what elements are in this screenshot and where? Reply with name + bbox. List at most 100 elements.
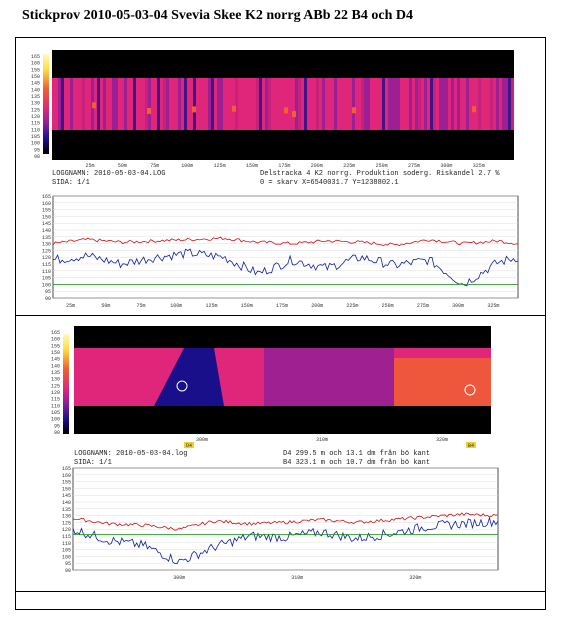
thermal-zoom-axis: 300m 310m 320m D4 B4 (184, 437, 476, 448)
b4-position-info: B4 323.1 m och 10.7 dm från bö kant (283, 459, 431, 467)
series-line (72, 512, 499, 531)
y-tick-label: 90 (45, 296, 51, 302)
thermal-edge (52, 130, 66, 152)
thermal-hot-spot (92, 102, 96, 109)
x-tick-label: 320m (409, 575, 421, 581)
axis-tick-label: 150m (246, 163, 258, 169)
y-tick-label: 145 (62, 493, 71, 499)
thermal-band (415, 78, 418, 130)
y-tick-label: 115 (42, 262, 51, 268)
scale-label: 135 (31, 94, 40, 100)
y-tick-label: 90 (65, 568, 71, 574)
y-tick-label: 115 (62, 534, 71, 540)
y-tick-label: 95 (65, 561, 71, 567)
scale-label: 135 (51, 370, 60, 376)
thermal-cool-zone (264, 348, 394, 406)
scale-label: 165 (51, 330, 60, 336)
y-tick-label: 150 (62, 486, 71, 492)
thermal-band (382, 78, 385, 130)
thermal-band (193, 78, 196, 130)
thermal-band (298, 78, 301, 130)
thermal-band (58, 78, 61, 130)
report-frame (15, 37, 546, 610)
scale-label: 140 (51, 363, 60, 369)
thermal-cold-streak (154, 348, 224, 406)
y-tick-label: 160 (62, 473, 71, 479)
thermal-band (103, 78, 106, 130)
x-tick-label: 125m (206, 303, 218, 309)
series-line (72, 516, 499, 565)
temperature-legend-bar (43, 54, 49, 154)
scale-label: 110 (31, 127, 40, 133)
x-tick-label: 250m (382, 303, 394, 309)
thermal-warm-zone (394, 358, 491, 406)
axis-tick-label: 125m (214, 163, 226, 169)
scale-label: 160 (51, 337, 60, 343)
scale-label: 90 (54, 430, 60, 436)
y-tick-label: 105 (42, 276, 51, 282)
scale-label: 90 (34, 154, 40, 160)
scale-label: 115 (51, 397, 60, 403)
scale-label: 120 (51, 390, 60, 396)
thermal-band (430, 78, 433, 130)
plot-area (52, 195, 519, 299)
y-tick-label: 100 (62, 554, 71, 560)
thermal-band (508, 78, 511, 130)
axis-tick-label: 50m (118, 163, 127, 169)
y-tick-label: 145 (42, 221, 51, 227)
axis-tick-label: 175m (278, 163, 290, 169)
y-tick-label: 160 (42, 201, 51, 207)
thermal-band (451, 78, 454, 130)
thermal-band (409, 78, 412, 130)
thermal-band (466, 78, 469, 130)
thermal-band (433, 78, 436, 130)
x-tick-label: 50m (101, 303, 110, 309)
thermal-band (445, 78, 448, 130)
thermal-band (208, 78, 211, 130)
scale-label: 95 (54, 423, 60, 429)
y-tick-label: 95 (45, 289, 51, 295)
temperature-scale: 1651601551501451401351301251201151101051… (31, 54, 40, 160)
thermal-image-strip (52, 50, 514, 160)
thermal-band (61, 78, 64, 130)
section-divider (15, 315, 546, 316)
page-number: SIDA: 1/1 (52, 179, 90, 187)
scale-label: 165 (31, 54, 40, 60)
thermal-band (439, 78, 442, 130)
thermal-band (112, 78, 115, 130)
y-tick-label: 125 (62, 520, 71, 526)
axis-tick-label: 310m (316, 437, 328, 443)
scale-label: 110 (51, 403, 60, 409)
thermal-image-zoom (74, 326, 491, 434)
temperature-profile-chart: 1651601551501451401351301251201151101051… (42, 194, 519, 309)
thermal-band (220, 78, 223, 130)
thermal-hot-spot (192, 106, 196, 113)
x-tick-label: 310m (291, 575, 303, 581)
thermal-band (361, 78, 364, 130)
x-tick-label: 325m (487, 303, 499, 309)
x-tick-label: 300m (173, 575, 185, 581)
scale-label: 95 (34, 147, 40, 153)
plot-area (72, 467, 499, 571)
y-tick-label: 100 (42, 282, 51, 288)
axis-tick-label: 200m (311, 163, 323, 169)
thermal-band (457, 78, 460, 130)
y-tick-label: 120 (62, 527, 71, 533)
x-tick-label: 75m (137, 303, 146, 309)
axis-tick-label: 25m (85, 163, 94, 169)
thermal-band (418, 78, 421, 130)
scale-label: 125 (51, 383, 60, 389)
temperature-scale-zoom: 1651601551501451401351301251201151101051… (51, 330, 60, 436)
b4-marker-badge (466, 442, 476, 448)
x-tick-label: 200m (311, 303, 323, 309)
thermal-band (316, 78, 319, 130)
series-line (52, 248, 519, 287)
scale-label: 120 (31, 114, 40, 120)
thermal-band (133, 78, 136, 130)
y-tick-label: 125 (42, 248, 51, 254)
axis-tick-label: 250m (376, 163, 388, 169)
x-tick-label: 100m (170, 303, 182, 309)
thermal-band (217, 78, 220, 130)
thermal-band (502, 78, 505, 130)
temperature-profile-chart-zoom: 1651601551501451401351301251201151101051… (62, 466, 499, 581)
